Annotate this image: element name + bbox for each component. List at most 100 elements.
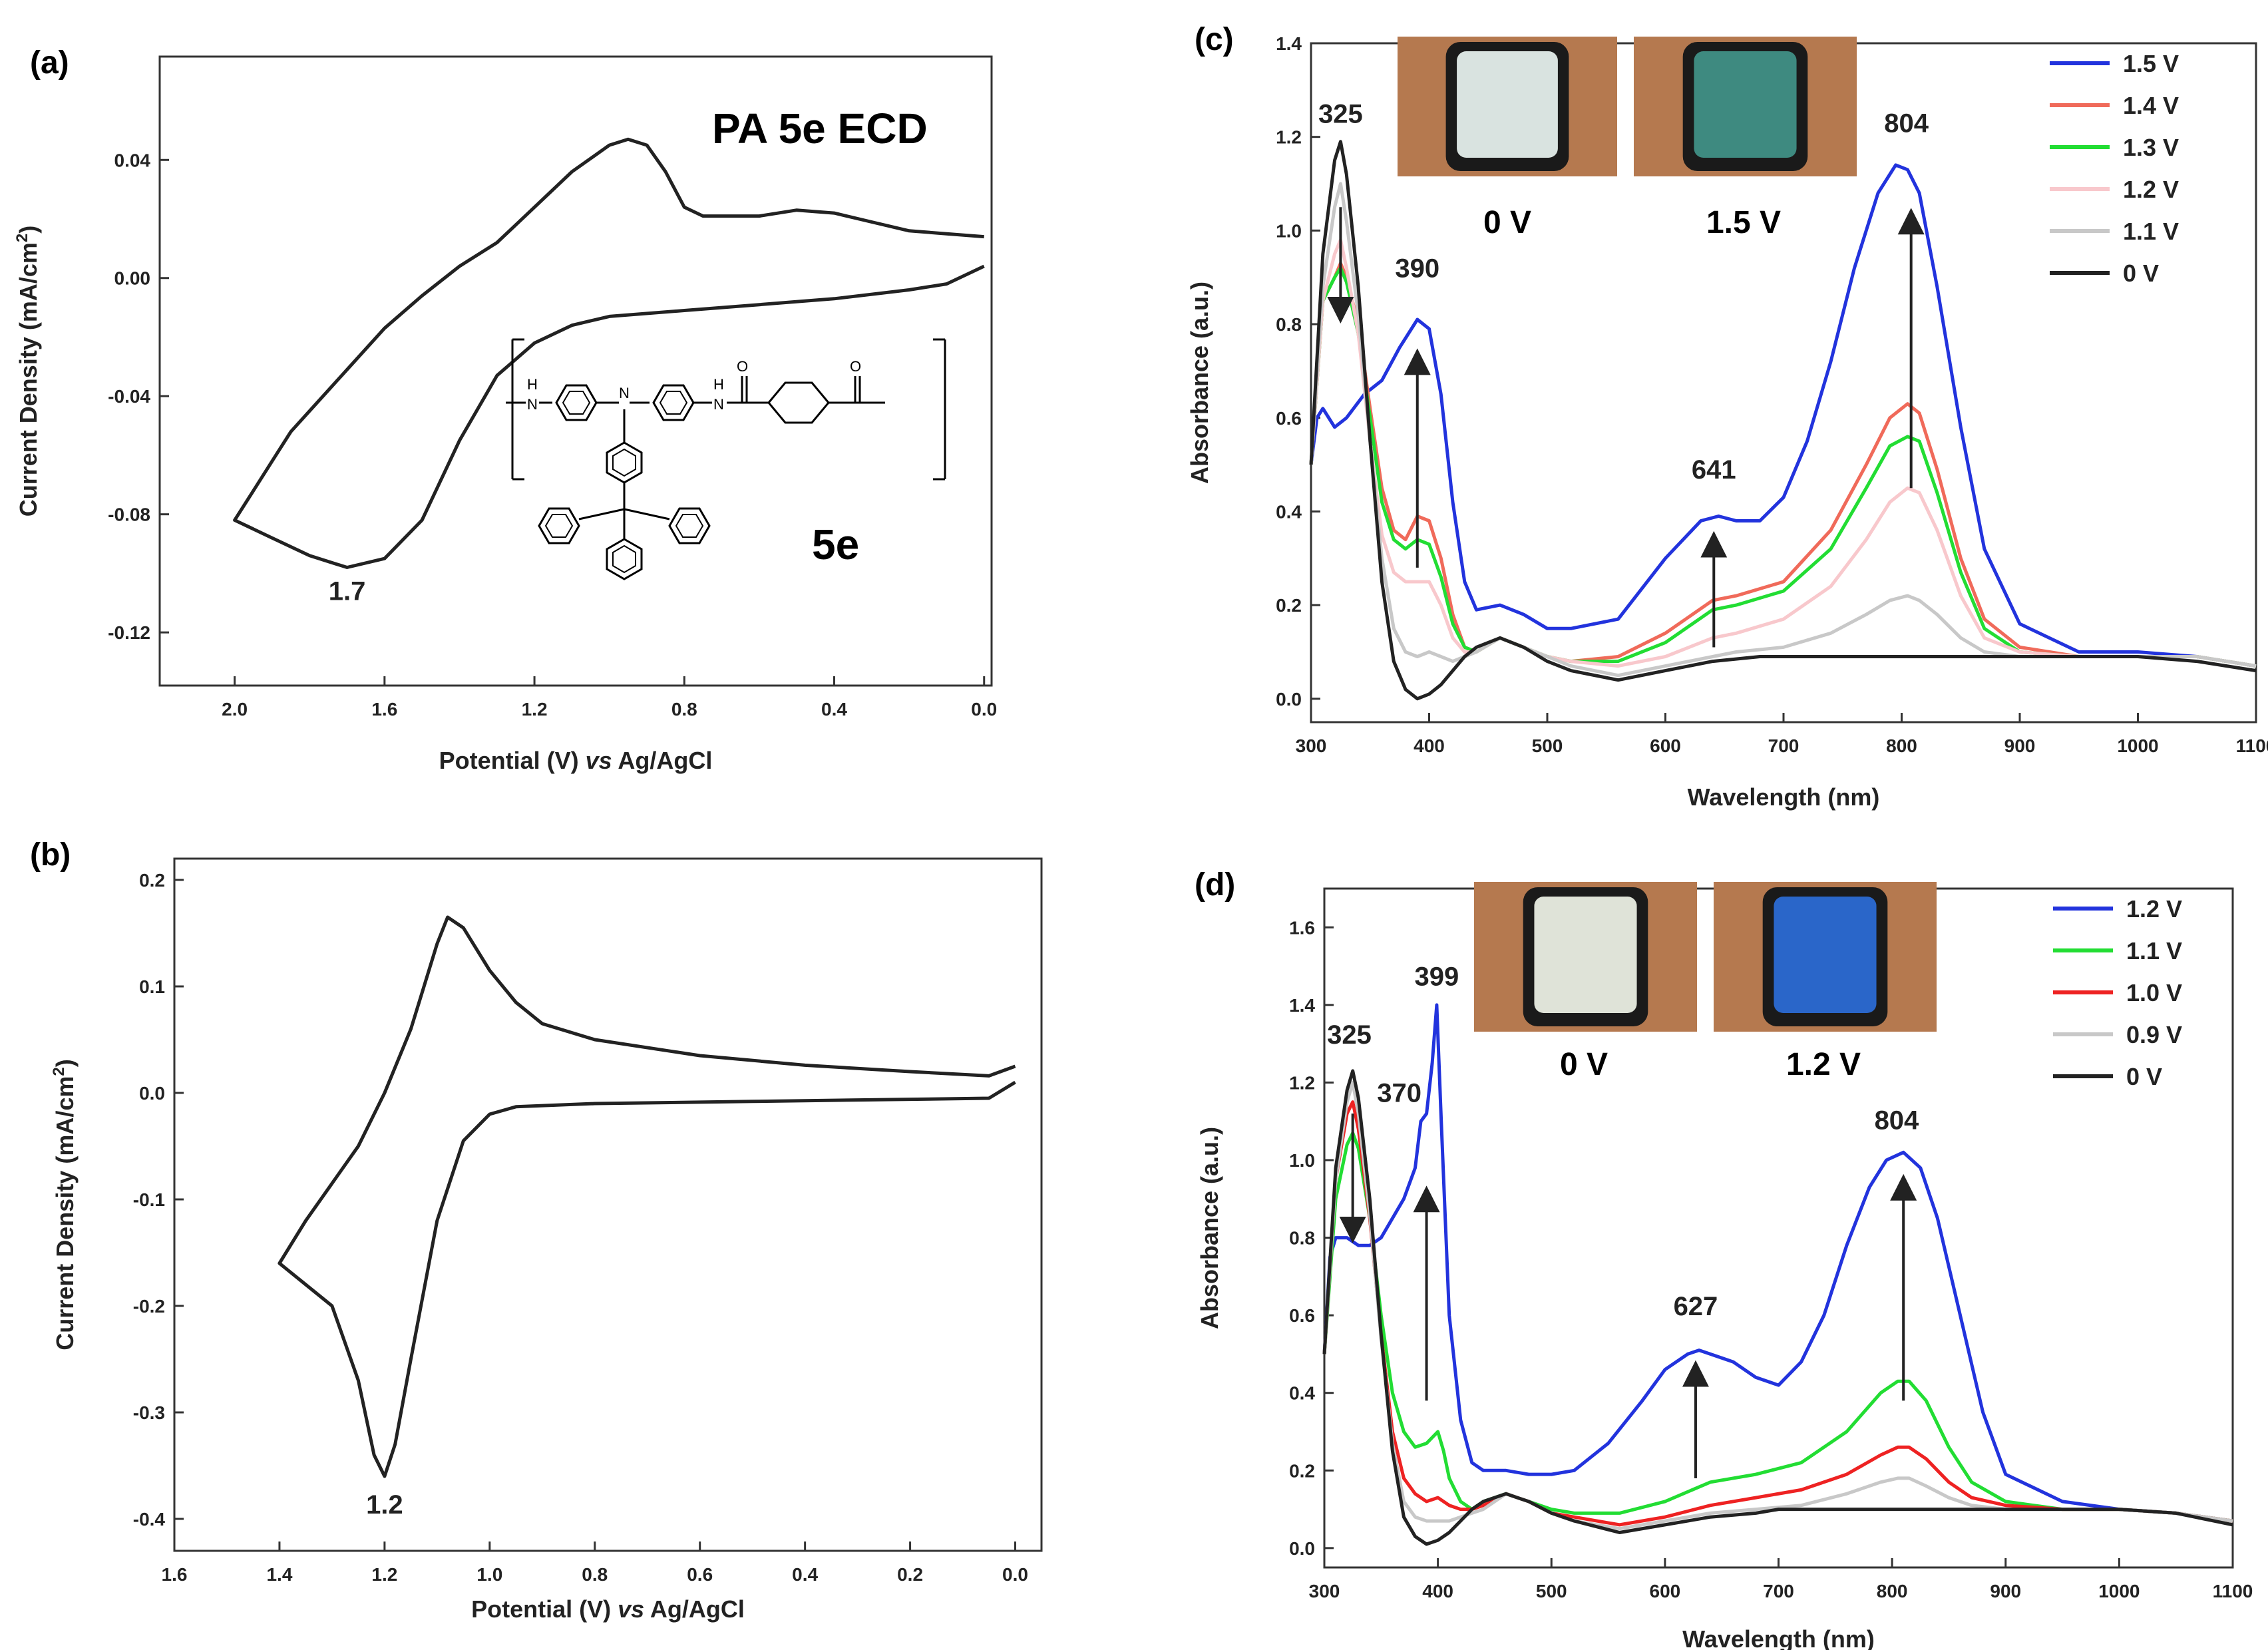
y-tick-label: 0.2	[139, 870, 165, 891]
device-photo-caption: 1.2 V	[1786, 1047, 1861, 1082]
x-tick-label: 1100	[2213, 1581, 2253, 1601]
x-tick-label: 1.2	[371, 1564, 397, 1585]
x-tick-label: 300	[1309, 1581, 1340, 1601]
y-tick-label: 1.0	[1289, 1150, 1315, 1171]
x-axis-label: Wavelength (nm)	[1688, 783, 1880, 811]
x-tick-label: 1000	[2098, 1581, 2140, 1601]
y-tick-label: -0.1	[133, 1189, 165, 1210]
device-photo-film	[1774, 897, 1877, 1013]
x-tick-label: 1.0	[476, 1564, 502, 1585]
panel-label: (a)	[30, 45, 69, 81]
x-tick-label: 800	[1877, 1581, 1908, 1601]
peak-annotation: 370	[1377, 1079, 1421, 1108]
legend-label: 0.9 V	[2126, 1021, 2182, 1048]
x-tick-label: 900	[2004, 735, 2036, 756]
peak-annotation: 325	[1327, 1020, 1372, 1050]
series-line-1-0-V	[1322, 1100, 2233, 1527]
structure-h-left: H	[527, 376, 538, 393]
series-line-1-2-V	[1322, 1003, 2233, 1523]
x-axis-label: Potential (V) vs Ag/AgCl	[439, 747, 713, 774]
device-photo-caption: 0 V	[1560, 1047, 1608, 1082]
polymer-structure-5e: N H N N H O O	[506, 338, 946, 580]
x-tick-label: 1.6	[162, 1564, 188, 1585]
y-tick-label: 0.8	[1276, 314, 1302, 335]
series-line-1-2-V	[1309, 238, 2257, 668]
x-tick-label: 0.4	[821, 699, 847, 720]
legend-label: 1.1 V	[2126, 937, 2182, 964]
panel-label: (b)	[30, 837, 71, 873]
y-tick-label: 0.0	[1289, 1538, 1315, 1559]
y-axis-label: Current Density (mA/cm2)	[50, 1059, 79, 1350]
legend-label: 1.4 V	[2123, 92, 2179, 119]
peak-annotation: 399	[1415, 962, 1459, 992]
legend-label: 1.3 V	[2123, 134, 2179, 161]
x-tick-label: 1.2	[522, 699, 548, 720]
y-tick-label: -0.04	[108, 386, 150, 407]
panel-b: (b) 1.6 1.4 1.2 1.0 0.8 0.6 0.4 0.2 0.0 0.2 0.1 0.0 -…	[30, 837, 1043, 1623]
plot-frame	[173, 857, 1043, 1552]
structure-label: 5e	[812, 520, 859, 568]
y-tick-label: 0.2	[1289, 1460, 1315, 1481]
x-tick-label: 500	[1536, 1581, 1567, 1601]
legend-label: 1.0 V	[2126, 979, 2182, 1006]
x-tick-label: 500	[1532, 735, 1563, 756]
device-photo-film	[1534, 897, 1637, 1013]
panel-label: (c)	[1195, 22, 1234, 57]
y-tick-label: 1.4	[1276, 33, 1302, 54]
y-axis-label: Current Density (mA/cm2)	[13, 226, 42, 516]
y-tick-label: 0.1	[139, 976, 165, 997]
legend-label: 1.2 V	[2123, 176, 2179, 203]
legend-label: 1.1 V	[2123, 218, 2179, 245]
structure-n-center: N	[619, 385, 630, 401]
x-tick-label: 700	[1768, 735, 1799, 756]
series-line-0-V	[1309, 140, 2257, 701]
y-tick-label: 0.6	[1289, 1305, 1315, 1326]
series-line-CV	[233, 137, 985, 569]
series-line-1-5-V	[1309, 163, 2257, 668]
legend-label: 0 V	[2126, 1063, 2162, 1090]
series-line-0-V	[1322, 1069, 2233, 1546]
y-tick-label: -0.4	[133, 1509, 166, 1530]
y-tick-label: 1.2	[1276, 127, 1302, 148]
y-tick-label: -0.12	[108, 622, 150, 643]
panel-c: (c) 300 400 500 600 700 800 900 1000 1100 0.0 0.2 0.…	[1186, 22, 2268, 811]
x-axis-label: Potential (V) vs Ag/AgCl	[471, 1595, 745, 1623]
x-tick-label: 0.2	[897, 1564, 923, 1585]
y-tick-label: 1.0	[1276, 220, 1302, 241]
panel-a: (a) 2.0 1.6 1.2 0.8 0.4 0.0 0.04 0.00 -0.04 -0.08 -…	[13, 45, 997, 774]
y-axis-label: Absorbance (a.u.)	[1196, 1127, 1223, 1329]
x-tick-label: 0.0	[971, 699, 997, 720]
y-tick-label: 1.6	[1289, 917, 1315, 938]
x-tick-label: 2.0	[222, 699, 248, 720]
peak-annotation: 627	[1674, 1292, 1718, 1321]
series-line-CV	[278, 915, 1016, 1478]
y-tick-label: -0.2	[133, 1296, 165, 1317]
y-tick-label: 0.6	[1276, 408, 1302, 429]
panel-label: (d)	[1195, 867, 1235, 903]
x-tick-label: 1.4	[266, 1564, 292, 1585]
series-line-0-9-V	[1322, 1080, 2233, 1531]
structure-nh-left: N	[527, 396, 538, 413]
series-line-1-4-V	[1309, 262, 2257, 668]
y-tick-label: 0.4	[1289, 1383, 1315, 1404]
peak-annotation: 1.7	[329, 576, 366, 606]
y-tick-label: 1.2	[1289, 1072, 1315, 1093]
y-tick-label: -0.08	[108, 505, 150, 525]
device-photo-film	[1694, 51, 1797, 158]
y-tick-label: 0.0	[1276, 689, 1302, 710]
device-photo-caption: 1.5 V	[1706, 205, 1781, 240]
x-tick-label: 600	[1650, 735, 1681, 756]
x-tick-label: 1100	[2236, 735, 2268, 756]
panel-d: (d) 300 400 500 600 700 800 900 1000 1100 0.0 0.2 0.…	[1195, 867, 2253, 1650]
x-tick-label: 0.0	[1002, 1564, 1028, 1585]
peak-annotation: 1.2	[366, 1490, 403, 1520]
plot-frame	[158, 55, 993, 687]
x-tick-label: 600	[1650, 1581, 1681, 1601]
legend-label: 1.2 V	[2126, 895, 2182, 923]
series-line-1-3-V	[1309, 266, 2257, 668]
y-tick-label: -0.3	[133, 1402, 165, 1423]
x-tick-label: 300	[1296, 735, 1327, 756]
panel-title: PA 5e ECD	[712, 104, 928, 152]
x-tick-label: 1000	[2117, 735, 2158, 756]
